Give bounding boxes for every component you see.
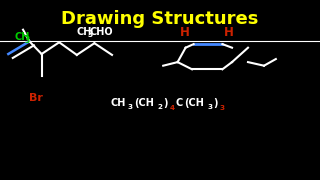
- Text: 3: 3: [208, 103, 213, 110]
- Text: H: H: [180, 26, 190, 39]
- Text: 3: 3: [220, 105, 225, 111]
- Text: CH: CH: [77, 27, 92, 37]
- Text: 3: 3: [87, 30, 92, 39]
- Text: 3: 3: [25, 36, 30, 45]
- Text: CHO: CHO: [90, 27, 113, 37]
- Text: ): ): [164, 98, 168, 108]
- Text: (CH: (CH: [134, 98, 154, 108]
- Text: Br: Br: [29, 93, 43, 103]
- Text: H: H: [224, 26, 234, 39]
- Text: 3: 3: [128, 103, 133, 110]
- Text: (CH: (CH: [184, 98, 204, 108]
- Text: C: C: [176, 98, 183, 108]
- Text: CH: CH: [14, 32, 30, 42]
- Text: 4: 4: [170, 105, 175, 111]
- Text: Drawing Structures: Drawing Structures: [61, 10, 259, 28]
- Text: ): ): [213, 98, 218, 108]
- Text: 2: 2: [158, 103, 163, 110]
- Text: CH: CH: [110, 98, 126, 108]
